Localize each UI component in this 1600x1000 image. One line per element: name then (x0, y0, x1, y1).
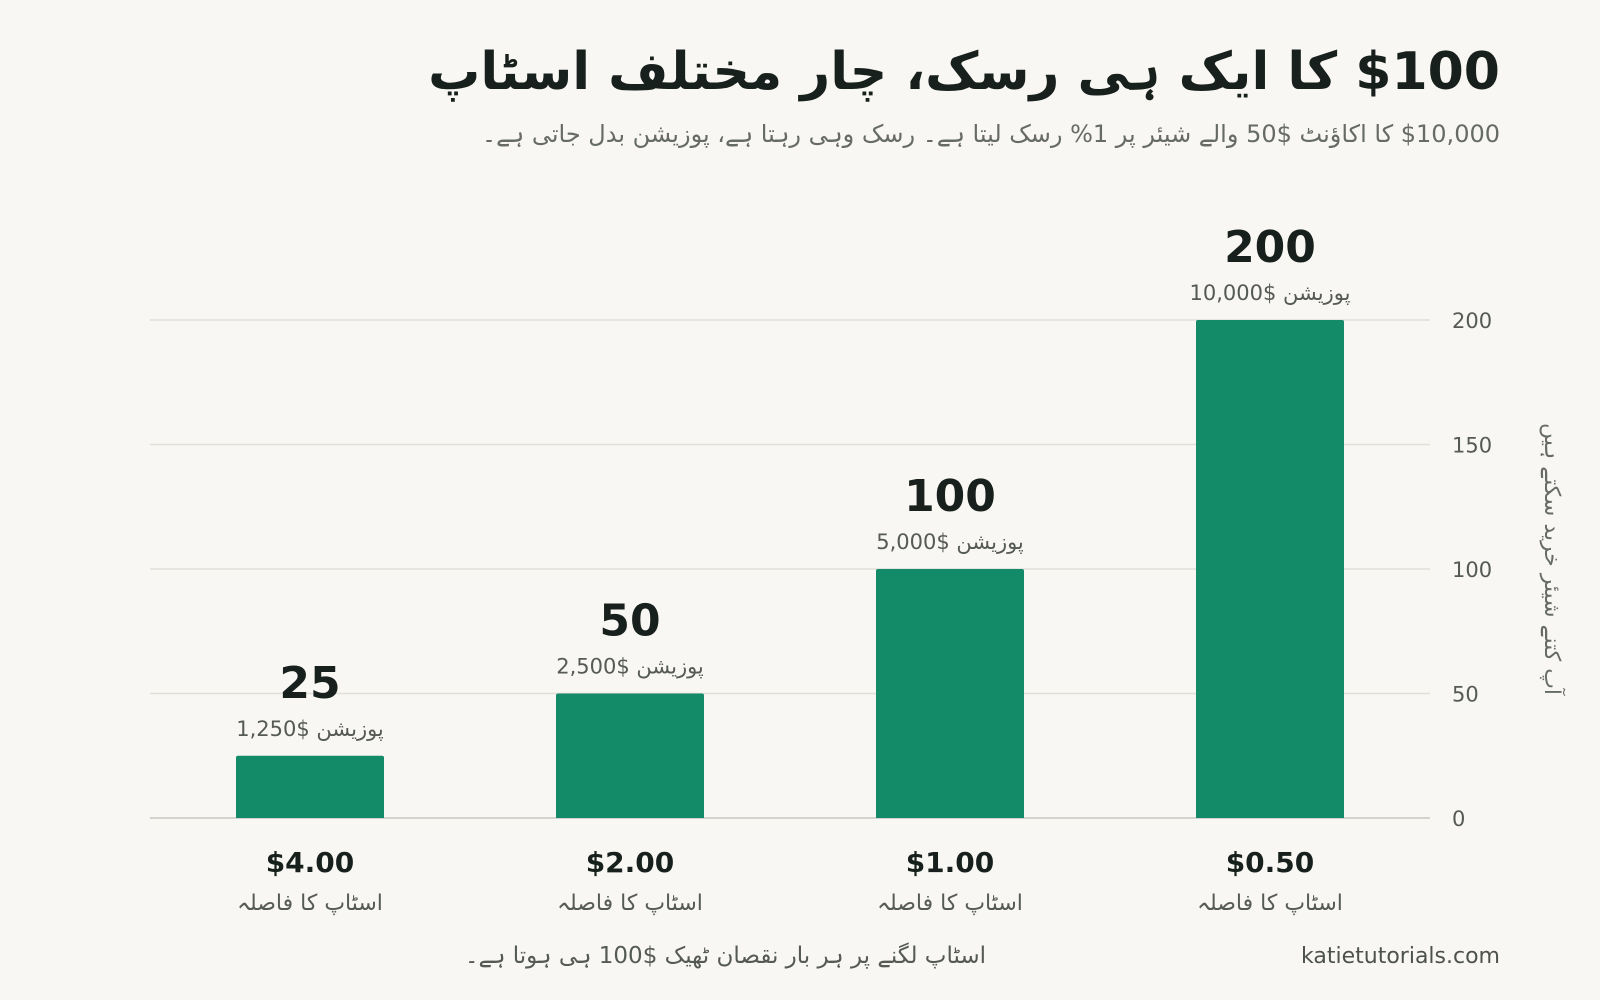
site-credit: katietutorials.com (1301, 944, 1500, 969)
x-category-sublabel: اسٹاپ کا فاصلہ (557, 891, 703, 916)
x-category-label: $0.50 (1226, 846, 1315, 879)
y-axis-label: آپ کتنے شیئر خرید سکتے ہیں (1539, 423, 1566, 696)
x-category-sublabel: اسٹاپ کا فاصلہ (877, 891, 1023, 916)
bar-value-label: 200 (1224, 222, 1316, 273)
bar-position-label: پوزیشن $10,000 (1190, 281, 1351, 305)
data-labels: 25 پوزیشن $1,250 50 پوزیشن $2,500 100 پوزیشن … (236, 222, 1350, 741)
y-tick-label: 200 (1452, 309, 1492, 333)
bar (556, 693, 704, 818)
bar-position-label: پوزیشن $2,500 (556, 655, 704, 679)
x-category-label: $2.00 (586, 846, 675, 879)
bar-value-label: 100 (904, 471, 996, 522)
bars (236, 320, 1344, 818)
bar-value-label: 25 (279, 658, 340, 709)
x-category-label: $1.00 (906, 846, 995, 879)
chart-subtitle: $10,000 کا اکاؤنٹ $50 والے شیئر پر 1% رس… (482, 120, 1500, 148)
footnote: اسٹاپ لگنے پر ہر بار نقصان ٹھیک $100 ہی … (465, 943, 987, 969)
y-axis-ticks: 0 50 100 150 200 (1452, 309, 1492, 831)
bar (236, 755, 384, 818)
y-tick-label: 50 (1452, 683, 1479, 707)
y-tick-label: 0 (1452, 807, 1465, 831)
chart-title: $100 کا ایک ہی رسک، چار مختلف اسٹاپ (428, 42, 1500, 102)
bar-position-label: پوزیشن $1,250 (236, 717, 384, 741)
x-axis-labels: $4.00 اسٹاپ کا فاصلہ $2.00 اسٹاپ کا فاصلہ $1… (237, 846, 1343, 916)
x-category-sublabel: اسٹاپ کا فاصلہ (1197, 891, 1343, 916)
bar-position-label: پوزیشن $5,000 (876, 530, 1024, 554)
bar (876, 569, 1024, 818)
y-tick-label: 150 (1452, 434, 1492, 458)
bar-value-label: 50 (599, 596, 660, 647)
x-category-label: $4.00 (266, 846, 355, 879)
x-category-sublabel: اسٹاپ کا فاصلہ (237, 891, 383, 916)
y-tick-label: 100 (1452, 558, 1492, 582)
bar (1196, 320, 1344, 818)
